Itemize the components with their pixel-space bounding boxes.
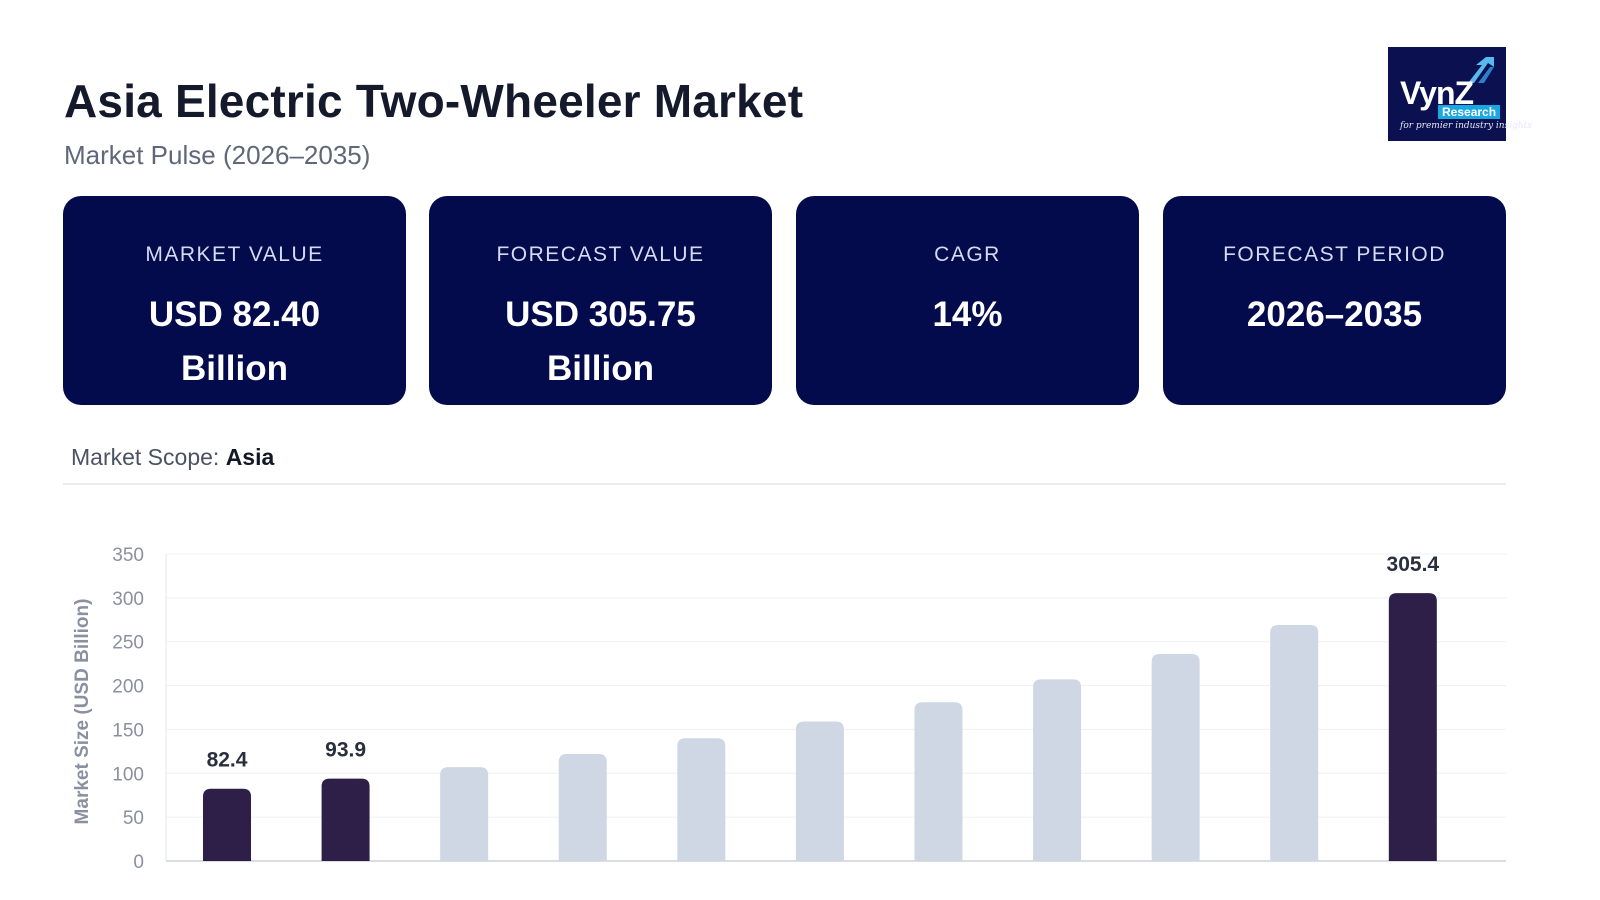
card-market-value: MARKET VALUE USD 82.40 Billion [63, 196, 406, 405]
bar [1388, 593, 1437, 861]
y-tick-label: 300 [112, 589, 144, 610]
card-label: FORECAST VALUE [496, 243, 705, 266]
market-scope: Market Scope: Asia [71, 444, 274, 471]
y-axis-label: Market Size (USD Billion) [72, 599, 93, 825]
kpi-cards: MARKET VALUE USD 82.40 Billion FORECAST … [63, 196, 1506, 405]
y-tick-label: 100 [112, 764, 144, 785]
card-value: USD 305.75 Billion [449, 288, 752, 396]
card-forecast-period: FORECAST PERIOD 2026–2035 [1163, 196, 1506, 405]
scope-value: Asia [225, 444, 275, 470]
bar [677, 738, 726, 861]
card-forecast-value: FORECAST VALUE USD 305.75 Billion [429, 196, 772, 405]
card-value-line2: Billion [181, 349, 288, 388]
bar-value-label: 82.4 [207, 749, 248, 772]
page-title: Asia Electric Two-Wheeler Market [64, 75, 804, 127]
bar-value-label: 305.4 [1387, 553, 1440, 576]
bar [1270, 625, 1319, 861]
scope-label: Market Scope: [71, 444, 220, 470]
divider [63, 483, 1506, 485]
card-value-line1: USD 82.40 [148, 295, 321, 334]
card-value-line2: Billion [547, 349, 654, 388]
card-value-line1: 14% [932, 295, 1003, 334]
card-label: CAGR [934, 243, 1001, 266]
page-subtitle: Market Pulse (2026–2035) [64, 140, 371, 170]
card-value: USD 82.40 Billion [83, 288, 386, 396]
y-tick-label: 0 [133, 852, 144, 873]
bar [1033, 679, 1082, 861]
vynz-logo: VynZ Research for premier industry insig… [1388, 47, 1532, 141]
y-tick-label: 150 [112, 720, 144, 741]
arrow-mark-icon [1468, 57, 1494, 83]
card-value: 14% [816, 288, 1119, 342]
bar-value-label: 93.9 [325, 739, 366, 762]
y-tick-label: 350 [112, 545, 144, 566]
bar [558, 753, 607, 861]
y-tick-label: 250 [112, 633, 144, 654]
bar [795, 721, 844, 861]
bar [1151, 653, 1200, 861]
card-cagr: CAGR 14% [796, 196, 1139, 405]
card-value-line1: USD 305.75 [505, 295, 696, 334]
market-size-bar-chart: 0 50 100 150 200 250 300 350 Market Size (USD Bi… [72, 545, 1506, 873]
logo-tagline: for premier industry insights [1400, 121, 1532, 131]
bar [321, 778, 370, 861]
bar [914, 702, 963, 861]
bar [440, 767, 489, 861]
card-label: MARKET VALUE [145, 243, 324, 266]
logo-sub: Research [1438, 105, 1501, 119]
bar [203, 788, 251, 861]
y-tick-label: 50 [123, 808, 144, 829]
card-label: FORECAST PERIOD [1223, 243, 1446, 266]
y-tick-label: 200 [112, 677, 144, 698]
card-value-line1: 2026–2035 [1246, 295, 1423, 334]
card-value: 2026–2035 [1183, 288, 1486, 342]
